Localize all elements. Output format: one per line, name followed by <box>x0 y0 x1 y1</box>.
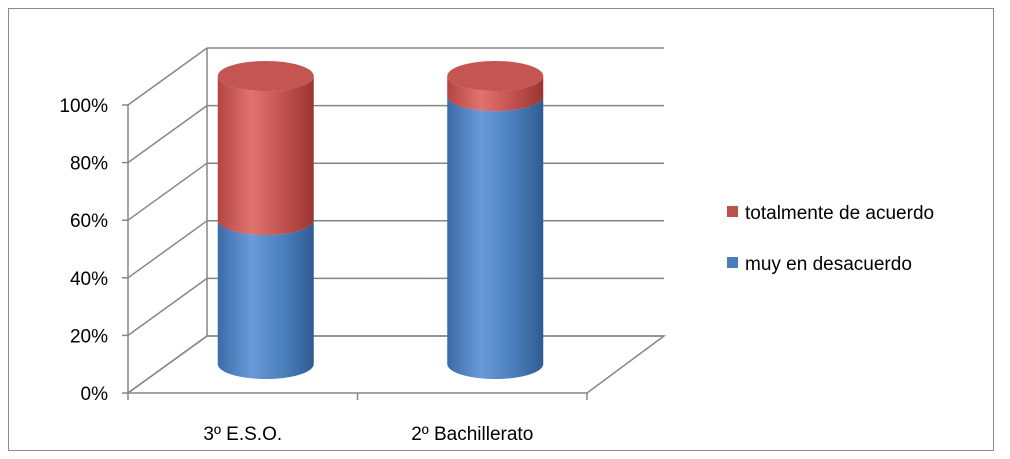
y-tick-label: 0% <box>81 384 109 405</box>
bar-top <box>217 61 314 91</box>
bar-body <box>447 76 544 112</box>
bar-segment <box>447 96 544 380</box>
legend-label: totalmente de acuerdo <box>745 203 934 224</box>
floor-outline <box>127 335 667 394</box>
y-tick-label: 60% <box>70 211 108 232</box>
y-tick-label: 40% <box>70 269 108 290</box>
x-tick-label: 2º Bachillerato <box>411 424 533 445</box>
legend-swatch <box>727 206 738 217</box>
bar-body <box>447 96 544 380</box>
legend-swatch <box>727 257 738 268</box>
gridline-side <box>127 277 208 337</box>
y-tick-label: 80% <box>70 154 108 175</box>
gridline-side <box>127 220 208 279</box>
bar-segment <box>447 61 544 112</box>
gridlines <box>127 47 664 394</box>
legend-item: muy en desacuerdo <box>727 254 912 275</box>
legend-item: totalmente de acuerdo <box>727 203 934 224</box>
gridline-side <box>127 335 208 394</box>
legend-label: muy en desacuerdo <box>745 254 912 275</box>
gridline-side <box>127 104 208 164</box>
bar-body <box>217 220 314 380</box>
y-tick-label: 100% <box>59 96 108 117</box>
y-axis-labels: 0% 20% 40% 60% 80% 100% <box>59 96 108 405</box>
gridline-side <box>127 162 208 221</box>
x-axis-labels: 3º E.S.O. 2º Bachillerato <box>203 424 533 445</box>
x-tick-label: 3º E.S.O. <box>203 424 282 445</box>
bar-segment <box>217 61 314 235</box>
bars <box>217 61 544 380</box>
legend: totalmente de acuerdo muy en desacuerdo <box>727 203 934 275</box>
bar-body <box>217 76 314 235</box>
y-tick-label: 20% <box>70 326 108 347</box>
axes <box>122 104 588 400</box>
bar-top <box>447 61 544 91</box>
bar-segment <box>217 220 314 380</box>
gridline-side <box>127 47 208 106</box>
